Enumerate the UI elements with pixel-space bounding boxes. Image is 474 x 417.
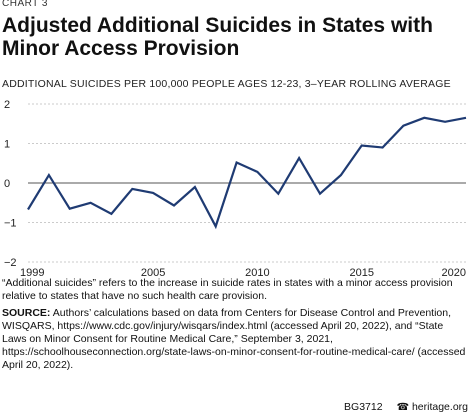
- source-text: Authors’ calculations based on data from…: [2, 307, 466, 371]
- source-label: SOURCE:: [2, 307, 51, 319]
- gridlines: [28, 103, 466, 263]
- y-tick-label: 2: [4, 99, 10, 111]
- x-tick-label: 2005: [141, 267, 165, 279]
- x-tick-label: 1999: [20, 267, 44, 279]
- x-tick-label: 2010: [245, 267, 269, 279]
- bell-icon: ☎: [396, 402, 410, 413]
- y-tick-label: −1: [4, 218, 17, 230]
- notes: “Additional suicides” refers to the incr…: [2, 277, 470, 376]
- y-axis-label: ADDITIONAL SUICIDES PER 100,000 PEOPLE A…: [2, 78, 451, 90]
- footnote: “Additional suicides” refers to the incr…: [2, 277, 453, 302]
- y-tick-label: 0: [4, 178, 10, 190]
- footer: BG3712 ☎ heritage.org: [344, 401, 468, 413]
- x-tick-label: 2015: [349, 267, 373, 279]
- source-note: SOURCE: Authors’ calculations based on d…: [2, 307, 470, 372]
- y-tick-label: −2: [4, 257, 17, 269]
- chart-number: CHART 3: [2, 0, 48, 9]
- site-name: heritage.org: [411, 401, 468, 413]
- x-tick-label: 2020: [442, 267, 466, 279]
- series-line: [27, 116, 467, 230]
- series-layer: [27, 116, 467, 230]
- y-tick-label: 1: [4, 139, 10, 151]
- chart-title: Adjusted Additional Suicides in States w…: [2, 14, 433, 60]
- report-code: BG3712: [344, 401, 383, 413]
